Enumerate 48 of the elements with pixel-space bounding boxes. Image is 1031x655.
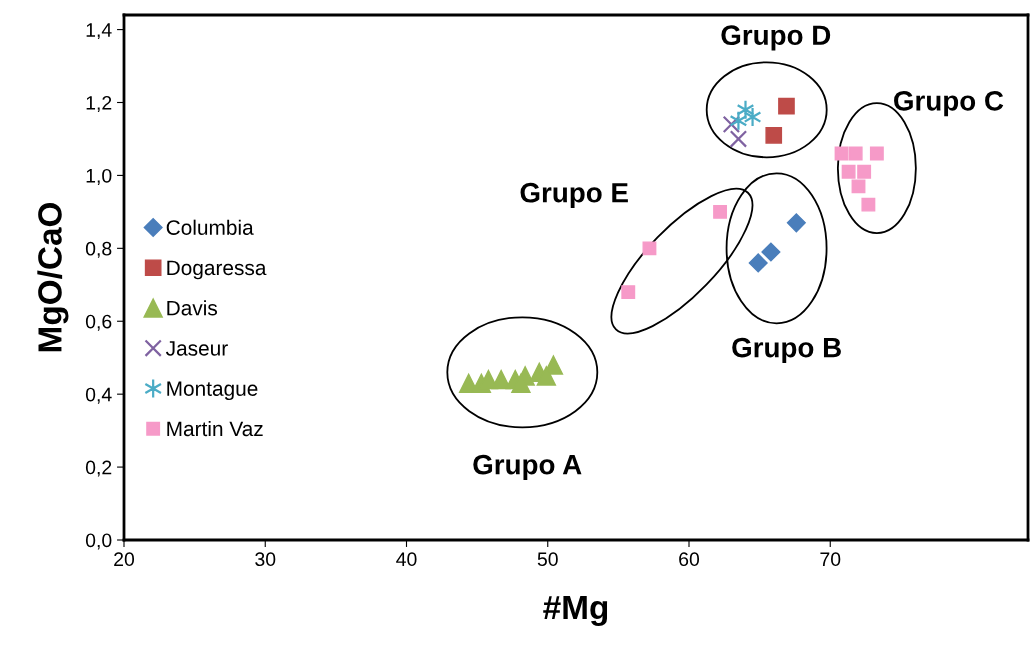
legend-label: Jaseur bbox=[165, 341, 228, 356]
x-tick-label: 40 bbox=[396, 552, 417, 567]
y-tick-label: 1,4 bbox=[86, 23, 112, 40]
legend-label: Columbia bbox=[166, 219, 254, 235]
point bbox=[851, 179, 866, 194]
point bbox=[869, 146, 884, 161]
y-axis-title: MgO/CaO bbox=[37, 202, 69, 352]
point bbox=[761, 242, 781, 262]
point bbox=[848, 146, 863, 161]
point bbox=[621, 285, 636, 300]
point bbox=[786, 213, 806, 233]
point bbox=[861, 197, 876, 212]
point bbox=[642, 241, 657, 256]
x-tick-label: 70 bbox=[820, 552, 841, 567]
point bbox=[748, 253, 768, 273]
y-tick-label: 0,0 bbox=[85, 533, 112, 550]
point bbox=[778, 97, 795, 115]
x-tick-label: 20 bbox=[114, 552, 135, 567]
legend-label: Martin Vaz bbox=[167, 420, 263, 437]
x-tick-label: 60 bbox=[679, 552, 700, 567]
annotation: Grupo E bbox=[520, 182, 628, 209]
x-axis-title: #Mg bbox=[543, 596, 608, 626]
annotation: Grupo D bbox=[721, 25, 831, 51]
point bbox=[729, 130, 748, 148]
x-tick-label: 30 bbox=[255, 552, 276, 567]
point bbox=[729, 110, 748, 131]
y-tick-label: 0,6 bbox=[85, 314, 112, 331]
point bbox=[491, 369, 511, 390]
y-tick-label: 0,4 bbox=[85, 387, 112, 404]
y-tick-label: 1,0 bbox=[86, 168, 112, 185]
legend-label: Davis bbox=[167, 300, 218, 316]
annotation: Grupo C bbox=[894, 90, 1004, 117]
x-tick-label: 50 bbox=[537, 552, 558, 567]
legend-label: Montague bbox=[167, 381, 258, 401]
point bbox=[713, 204, 728, 219]
annotation: Grupo B bbox=[732, 337, 841, 363]
point bbox=[765, 126, 783, 144]
point bbox=[722, 115, 741, 134]
point bbox=[857, 164, 872, 179]
y-tick-label: 1,2 bbox=[86, 95, 112, 113]
y-tick-label: 0,8 bbox=[85, 241, 112, 258]
point bbox=[841, 164, 856, 179]
point bbox=[536, 366, 557, 386]
annotation: Grupo A bbox=[473, 454, 582, 480]
y-tick-label: 0,2 bbox=[85, 460, 112, 477]
point bbox=[511, 373, 531, 393]
legend-label: Dogaressa bbox=[167, 260, 267, 280]
point bbox=[743, 106, 762, 128]
